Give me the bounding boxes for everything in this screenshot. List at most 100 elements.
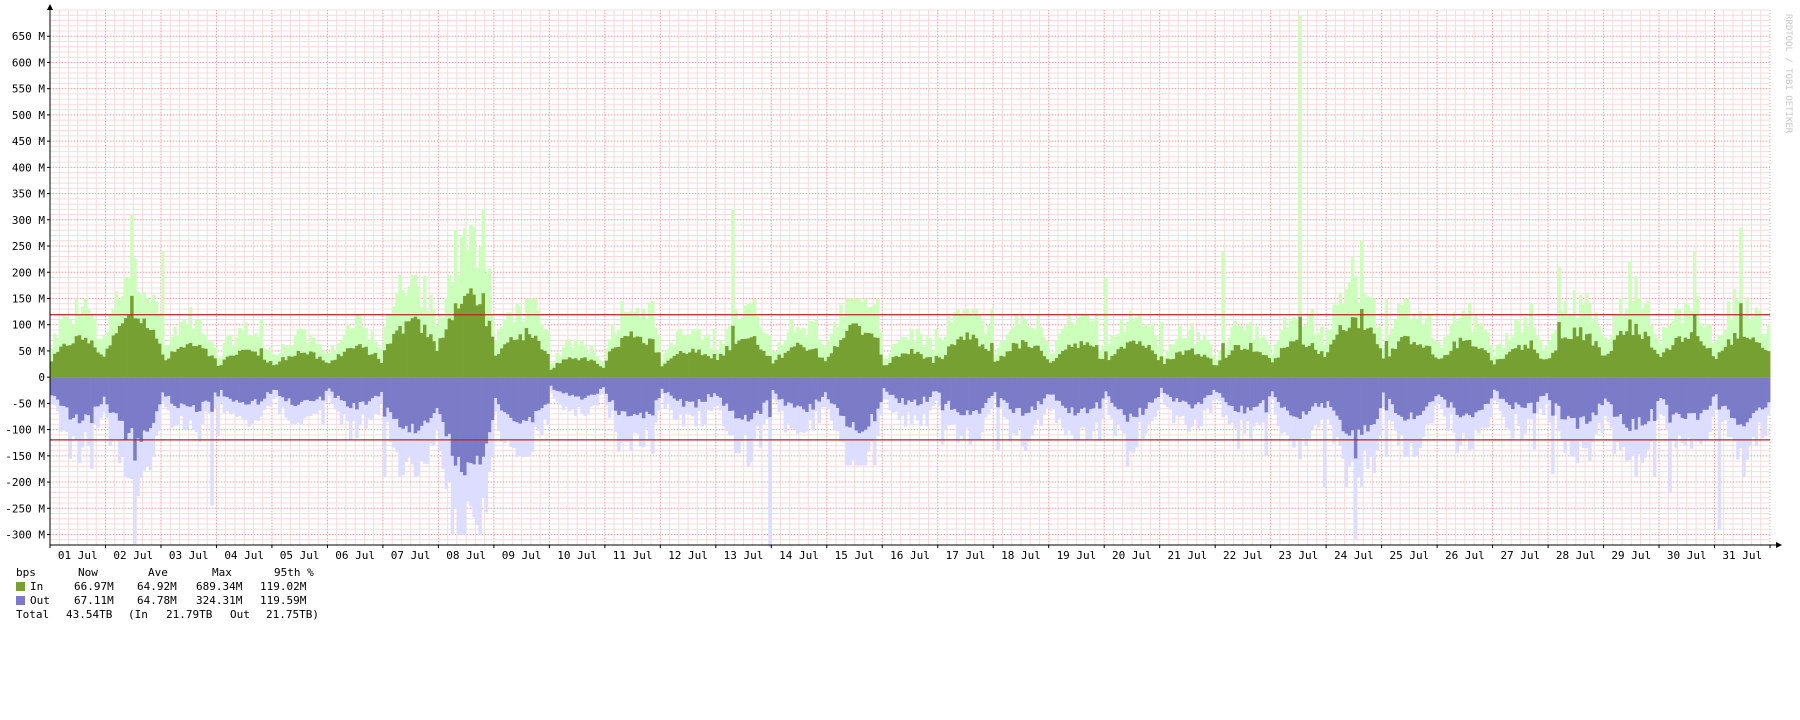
avg-bar-out xyxy=(145,377,150,432)
avg-bar-in xyxy=(983,348,988,378)
avg-bar-in xyxy=(684,353,689,378)
avg-bar-in xyxy=(940,359,945,378)
avg-bar-out xyxy=(832,377,837,405)
avg-bar-out xyxy=(524,377,529,421)
avg-bar-in xyxy=(709,358,714,378)
avg-bar-in xyxy=(977,346,982,378)
legend-p95-header: 95th % xyxy=(274,566,314,579)
avg-bar-in xyxy=(715,360,720,378)
avg-bar-in xyxy=(1615,335,1620,378)
avg-bar-in xyxy=(823,361,828,378)
avg-bar-in xyxy=(167,358,171,378)
avg-bar-in xyxy=(993,361,997,378)
avg-bar-out xyxy=(1400,377,1404,417)
avg-bar-out xyxy=(703,377,707,402)
avg-bar-in xyxy=(1618,330,1623,378)
avg-bar-out xyxy=(1452,377,1456,408)
avg-bar-in xyxy=(706,355,711,378)
avg-bar-in xyxy=(345,348,350,378)
avg-bar-out xyxy=(1128,377,1133,414)
avg-bar-out xyxy=(549,377,553,386)
legend-row-out: Out 67.11M 64.78M 324.31M 119.59M xyxy=(16,594,306,608)
legend-max-out: 324.31M xyxy=(196,594,243,607)
avg-bar-out xyxy=(1249,377,1253,411)
avg-bar-in xyxy=(225,356,230,378)
avg-bar-out xyxy=(1307,377,1312,411)
legend-swatch-out xyxy=(16,596,25,605)
avg-bar-out xyxy=(349,377,353,409)
avg-bar-out xyxy=(160,377,165,393)
axes xyxy=(47,4,1782,548)
peak-bar-out xyxy=(339,377,344,425)
avg-bar-in xyxy=(1430,354,1435,378)
avg-bar-out xyxy=(1295,377,1299,418)
avg-bar-out xyxy=(996,377,1000,408)
avg-bar-out xyxy=(1446,377,1450,408)
avg-bar-out xyxy=(1162,377,1167,393)
y-tick-label: -200 M xyxy=(5,476,45,489)
avg-bar-in xyxy=(1424,345,1429,378)
avg-bar-out xyxy=(1757,377,1762,408)
avg-bar-in xyxy=(644,344,649,378)
avg-bar-out xyxy=(546,377,550,404)
avg-bar-in xyxy=(746,338,751,378)
avg-bar-in xyxy=(305,354,310,378)
avg-bar-in xyxy=(1162,364,1167,378)
avg-bar-out xyxy=(1147,377,1151,403)
avg-bar-in xyxy=(86,343,91,378)
avg-bar-in xyxy=(839,340,843,378)
avg-bar-out xyxy=(1076,377,1080,413)
avg-bar-out xyxy=(333,377,338,398)
avg-bar-out xyxy=(897,377,902,403)
avg-bar-in xyxy=(1554,350,1558,378)
avg-bar-in xyxy=(925,357,929,378)
avg-bar-out xyxy=(503,377,507,413)
avg-bar-out xyxy=(956,377,960,413)
avg-bar-out xyxy=(903,377,908,405)
peak-bar-in xyxy=(225,335,230,378)
avg-bar-in xyxy=(1455,348,1460,378)
avg-bar-in xyxy=(1233,344,1238,378)
avg-bar-in xyxy=(910,348,914,378)
legend-label-out: Out xyxy=(30,594,50,607)
avg-bar-in xyxy=(1212,365,1216,378)
avg-bar-out xyxy=(83,377,88,415)
avg-bar-in xyxy=(943,355,948,378)
avg-bar-out xyxy=(728,377,732,411)
avg-bar-in xyxy=(1073,343,1077,378)
avg-bar-out xyxy=(1304,377,1309,415)
avg-bar-out xyxy=(1088,377,1093,410)
avg-bar-in xyxy=(632,337,637,378)
avg-bar-in xyxy=(1692,314,1697,378)
avg-bar-out xyxy=(799,377,803,407)
avg-bar-in xyxy=(549,369,553,378)
avg-bar-out xyxy=(481,377,486,457)
avg-bar-in xyxy=(1674,337,1678,378)
avg-bar-out xyxy=(1057,377,1062,401)
avg-bar-out xyxy=(762,377,766,403)
avg-bar-in xyxy=(826,356,831,378)
avg-bar-in xyxy=(1064,349,1068,378)
avg-bar-in xyxy=(1437,359,1441,378)
avg-bar-in xyxy=(1036,345,1040,378)
avg-bar-out xyxy=(219,377,224,390)
avg-bar-in xyxy=(660,366,664,378)
avg-bar-in xyxy=(521,340,526,378)
avg-bar-out xyxy=(1135,377,1139,418)
avg-bar-in xyxy=(1415,345,1419,378)
avg-bar-out xyxy=(167,377,171,396)
avg-bar-in xyxy=(191,346,196,378)
peak-bar-in xyxy=(188,307,193,378)
avg-bar-in xyxy=(1104,351,1108,378)
avg-bar-in xyxy=(678,351,683,378)
avg-bar-in xyxy=(577,360,581,378)
avg-bar-in xyxy=(444,329,449,378)
avg-bar-in xyxy=(1578,327,1583,378)
avg-bar-in xyxy=(500,348,504,378)
avg-bar-out xyxy=(1255,377,1259,407)
avg-bar-out xyxy=(416,377,421,431)
avg-bar-out xyxy=(453,377,458,466)
avg-bar-out xyxy=(1218,377,1222,394)
avg-bar-out xyxy=(1609,377,1614,405)
avg-bar-in xyxy=(657,352,661,378)
